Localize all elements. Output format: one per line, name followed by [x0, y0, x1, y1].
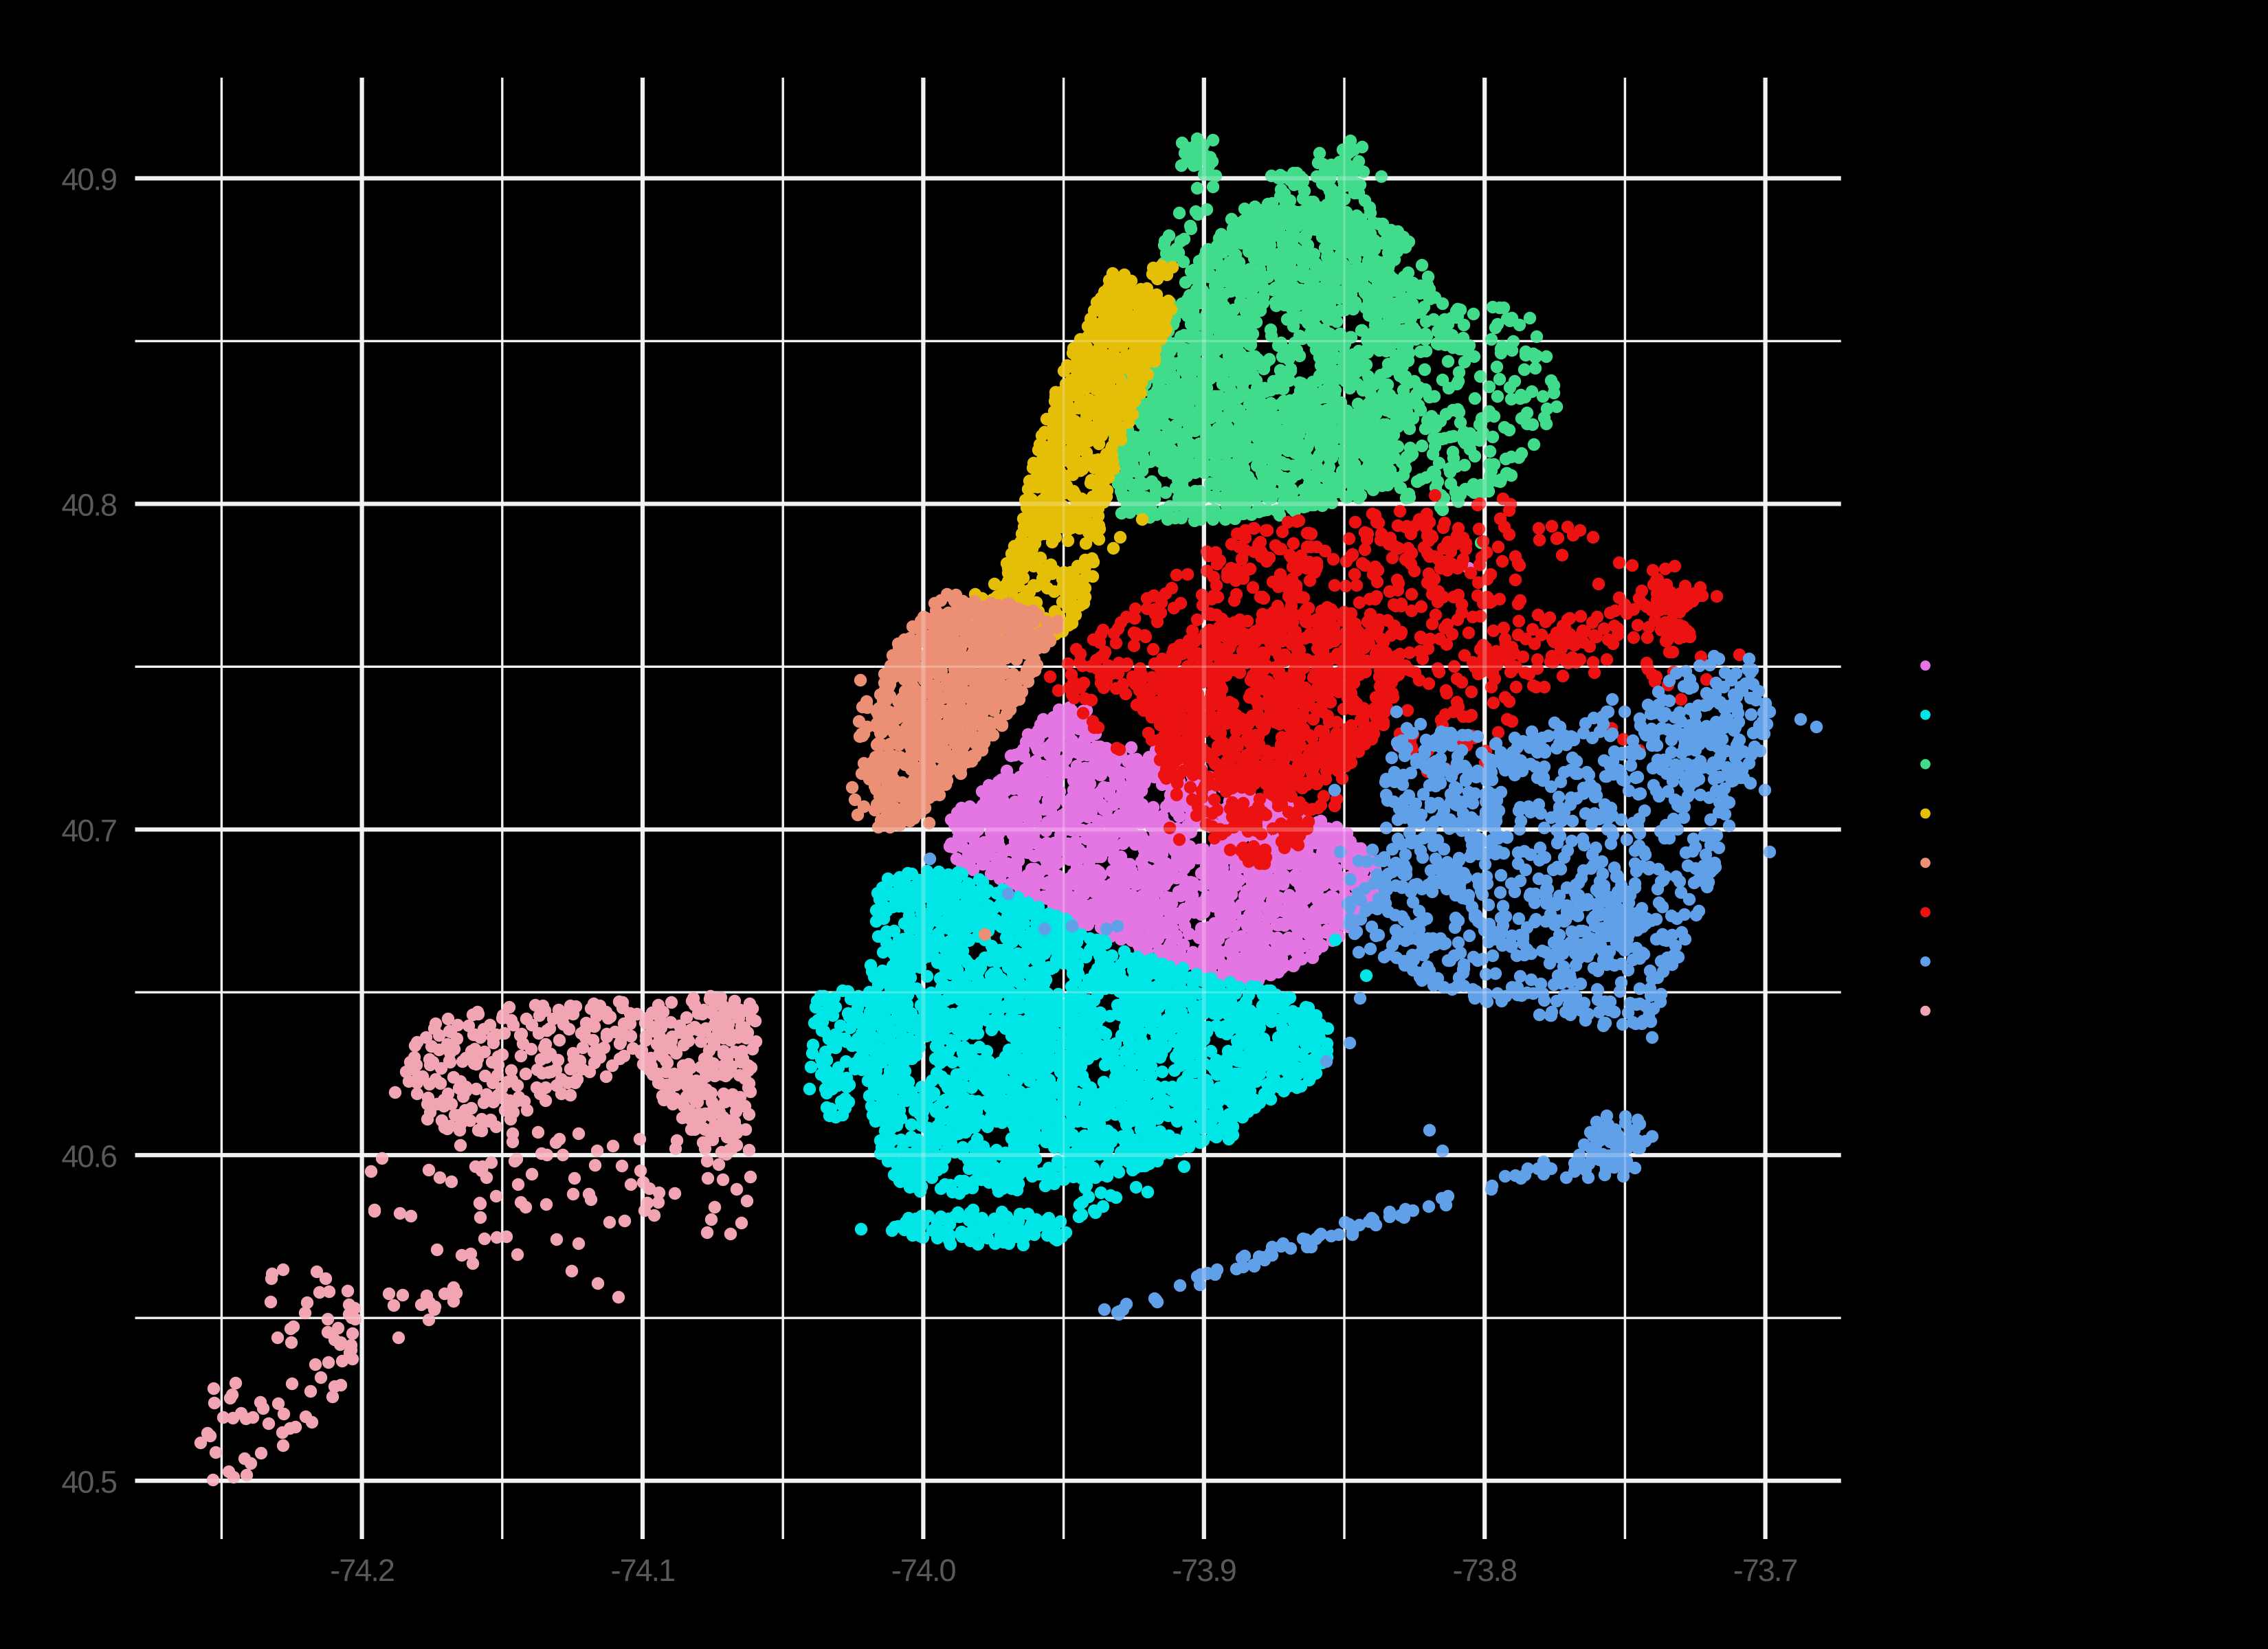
svg-text:40.9: 40.9 [61, 162, 116, 197]
svg-text:-74.0: -74.0 [891, 1553, 956, 1588]
svg-text:-73.9: -73.9 [1172, 1553, 1236, 1588]
svg-text:-74.1: -74.1 [611, 1553, 675, 1588]
svg-text:40.5: 40.5 [61, 1464, 117, 1499]
svg-text:40.6: 40.6 [61, 1139, 117, 1174]
svg-text:-73.8: -73.8 [1453, 1553, 1517, 1588]
svg-text:40.7: 40.7 [61, 814, 116, 849]
svg-text:40.8: 40.8 [61, 488, 117, 523]
svg-text:-73.7: -73.7 [1733, 1553, 1797, 1588]
svg-text:-74.2: -74.2 [330, 1553, 394, 1588]
